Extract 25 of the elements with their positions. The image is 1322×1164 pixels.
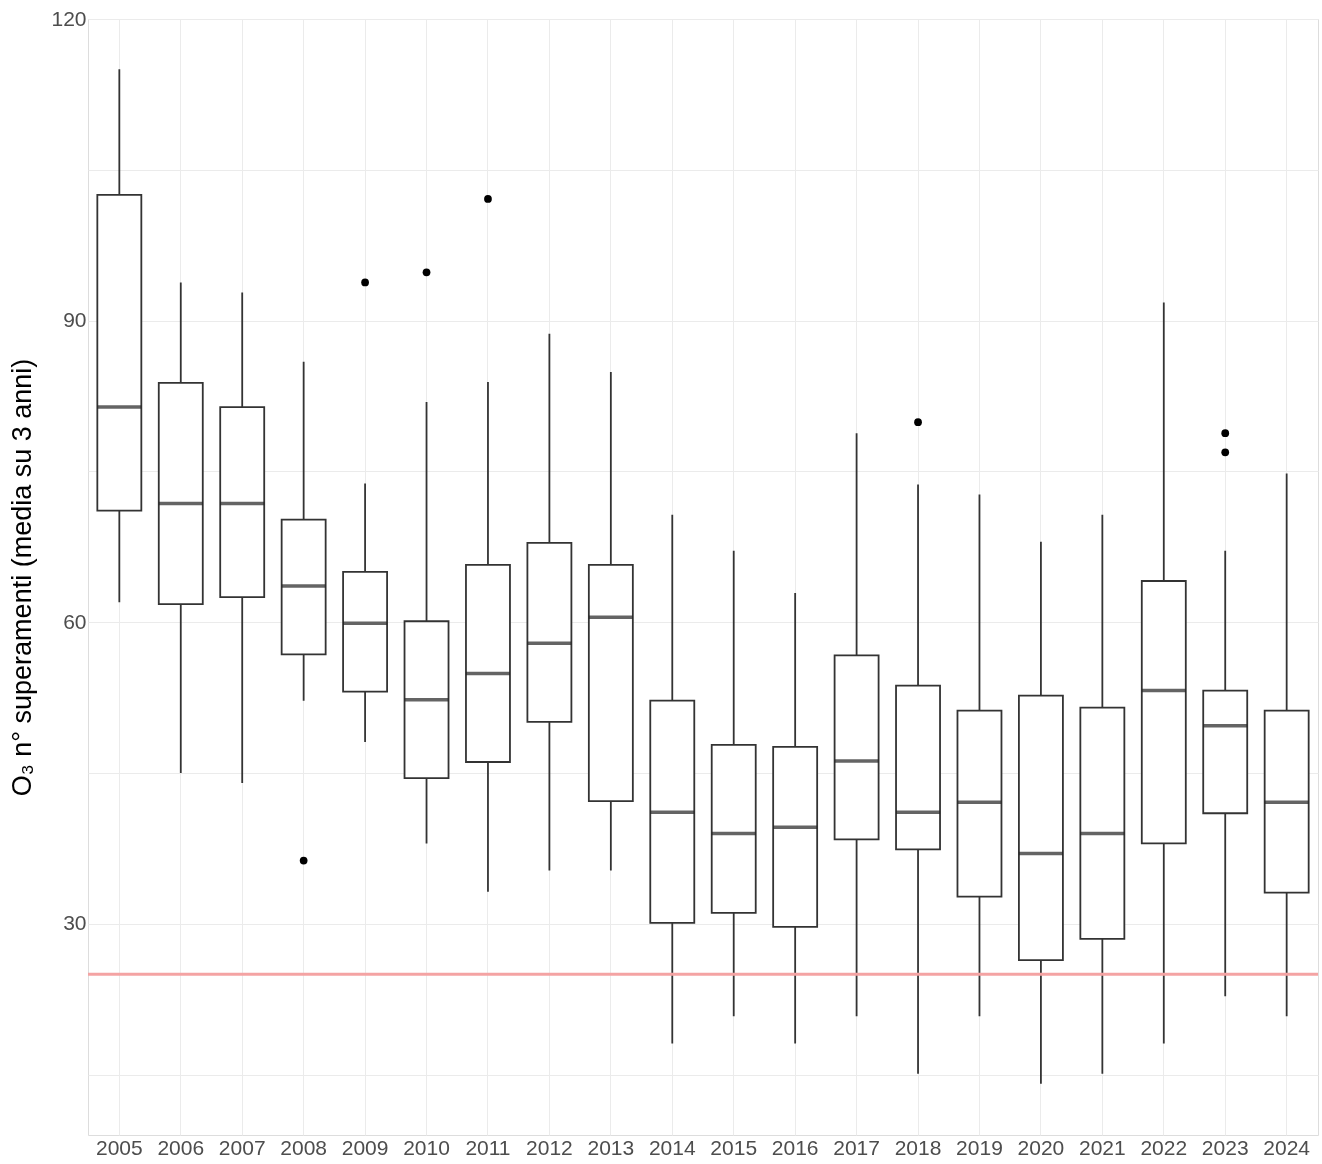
x-tick-label: 2014 — [648, 1135, 696, 1159]
x-tick-label: 2022 — [1140, 1135, 1188, 1159]
x-tick-label: 2019 — [956, 1135, 1003, 1159]
y-tick-label: 30 — [63, 911, 87, 935]
y-axis-title: O₃ n° superamenti (media su 3 anni) — [7, 358, 38, 797]
x-tick-label: 2009 — [341, 1135, 389, 1159]
x-tick-label: 2017 — [833, 1135, 880, 1159]
x-tick-label: 2006 — [157, 1135, 205, 1159]
x-tick-label: 2013 — [587, 1135, 635, 1159]
x-tick-label: 2015 — [710, 1135, 758, 1159]
y-tick-label: 90 — [63, 308, 87, 332]
y-tick-label: 120 — [51, 6, 87, 30]
y-tick-label: 60 — [63, 609, 87, 633]
x-tick-label: 2020 — [1017, 1135, 1065, 1159]
x-tick-label: 2010 — [403, 1135, 450, 1159]
x-tick-label: 2018 — [894, 1135, 942, 1159]
x-tick-label: 2021 — [1078, 1135, 1126, 1159]
x-tick-label: 2008 — [280, 1135, 328, 1159]
x-tick-label: 2016 — [771, 1135, 819, 1159]
x-tick-label: 2012 — [526, 1135, 573, 1159]
x-tick-label: 2024 — [1263, 1135, 1311, 1159]
x-tick-label: 2023 — [1201, 1135, 1249, 1159]
x-tick-label: 2011 — [465, 1135, 511, 1159]
x-tick-label: 2005 — [95, 1135, 143, 1159]
x-tick-label: 2007 — [218, 1135, 266, 1159]
